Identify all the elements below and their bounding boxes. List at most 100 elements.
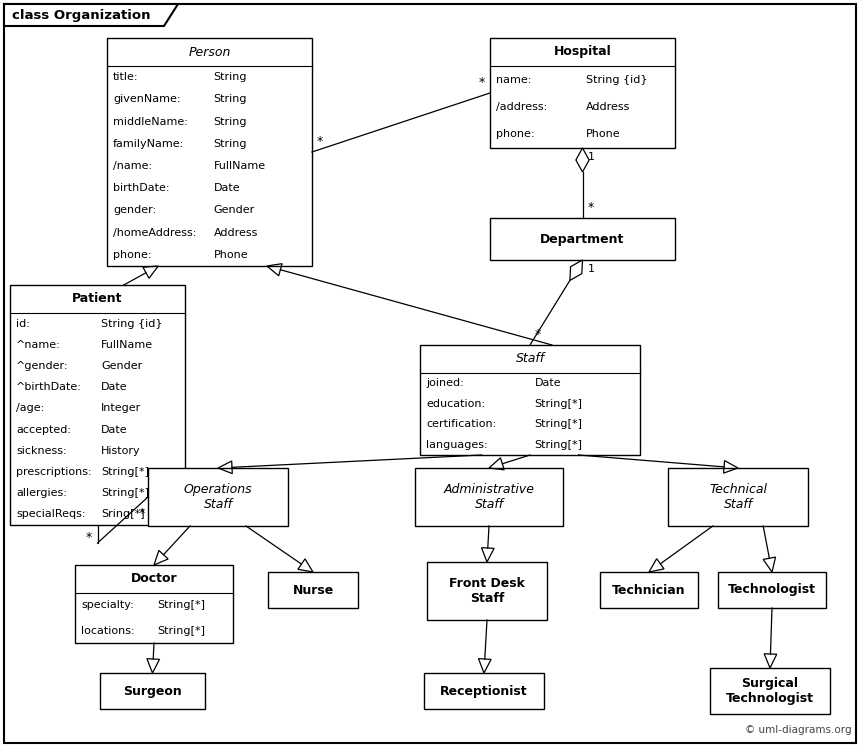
Text: specialty:: specialty:	[81, 601, 134, 610]
Bar	[424, 673, 544, 709]
Text: *: *	[317, 135, 323, 148]
Text: Date: Date	[213, 183, 240, 193]
Text: String[*]: String[*]	[157, 625, 206, 636]
Text: Sring[*]: Sring[*]	[101, 509, 144, 519]
Text: givenName:: givenName:	[113, 94, 181, 105]
Text: Hospital: Hospital	[554, 46, 611, 58]
Text: FullName: FullName	[101, 340, 153, 350]
Text: Address: Address	[213, 228, 258, 238]
Text: ^gender:: ^gender:	[16, 361, 69, 371]
Bar	[600, 572, 698, 608]
Bar	[490, 38, 675, 148]
Text: accepted:: accepted:	[16, 424, 71, 435]
Text: /age:: /age:	[16, 403, 44, 413]
Text: History: History	[101, 446, 141, 456]
Bar	[100, 673, 205, 709]
Text: String: String	[213, 72, 247, 82]
Text: ^birthDate:: ^birthDate:	[16, 382, 82, 392]
Text: String: String	[213, 117, 247, 126]
Text: String {id}: String {id}	[101, 319, 163, 329]
Text: Technical
Staff: Technical Staff	[709, 483, 767, 511]
Text: Operations
Staff: Operations Staff	[184, 483, 252, 511]
Text: String[*]: String[*]	[157, 601, 206, 610]
Bar	[107, 38, 312, 266]
Text: joined:: joined:	[426, 378, 464, 388]
Text: phone:: phone:	[113, 250, 151, 260]
Text: Technician: Technician	[612, 583, 685, 597]
Text: FullName: FullName	[213, 161, 266, 171]
Text: Surgeon: Surgeon	[123, 684, 181, 698]
Bar	[490, 218, 675, 260]
Text: sickness:: sickness:	[16, 446, 66, 456]
Text: 1: 1	[587, 152, 594, 162]
Text: /homeAddress:: /homeAddress:	[113, 228, 196, 238]
Text: 1: 1	[587, 264, 594, 274]
Text: name:: name:	[496, 75, 531, 84]
Bar	[710, 668, 830, 714]
Text: Department: Department	[540, 232, 624, 246]
Text: Administrative
Staff: Administrative Staff	[444, 483, 535, 511]
Text: prescriptions:: prescriptions:	[16, 467, 92, 477]
Bar	[718, 572, 826, 608]
Text: String[*]: String[*]	[534, 440, 582, 450]
Text: certification:: certification:	[426, 419, 496, 430]
Text: *: *	[535, 328, 541, 341]
Text: class Organization: class Organization	[12, 8, 150, 22]
Text: String[*]: String[*]	[101, 489, 149, 498]
Text: Date: Date	[534, 378, 561, 388]
Text: Technologist: Technologist	[728, 583, 816, 597]
Text: Address: Address	[587, 102, 630, 112]
Text: Person: Person	[188, 46, 230, 58]
Bar	[268, 572, 358, 608]
Text: Gender: Gender	[101, 361, 142, 371]
Text: title:: title:	[113, 72, 138, 82]
Text: Phone: Phone	[587, 129, 621, 140]
Bar	[420, 345, 640, 455]
Text: String: String	[213, 139, 247, 149]
Text: String[*]: String[*]	[101, 467, 149, 477]
Text: phone:: phone:	[496, 129, 535, 140]
Text: education:: education:	[426, 399, 485, 409]
Text: String {id}: String {id}	[587, 75, 648, 84]
Text: /address:: /address:	[496, 102, 547, 112]
Text: Integer: Integer	[101, 403, 141, 413]
Text: birthDate:: birthDate:	[113, 183, 169, 193]
Text: Gender: Gender	[213, 205, 255, 215]
Text: *: *	[138, 507, 145, 520]
Bar	[148, 468, 288, 526]
Bar	[415, 468, 563, 526]
Text: locations:: locations:	[81, 625, 135, 636]
Text: gender:: gender:	[113, 205, 157, 215]
Text: *: *	[85, 531, 91, 544]
Text: Nurse: Nurse	[292, 583, 334, 597]
Text: specialReqs:: specialReqs:	[16, 509, 85, 519]
Text: String[*]: String[*]	[534, 419, 582, 430]
Text: Front Desk
Staff: Front Desk Staff	[449, 577, 525, 605]
Text: Patient: Patient	[72, 293, 123, 306]
Text: Phone: Phone	[213, 250, 249, 260]
Text: Date: Date	[101, 424, 127, 435]
Text: Staff: Staff	[515, 353, 544, 365]
Polygon shape	[576, 148, 589, 172]
Polygon shape	[570, 260, 582, 280]
Bar	[427, 562, 547, 620]
Text: id:: id:	[16, 319, 30, 329]
Text: middleName:: middleName:	[113, 117, 187, 126]
Text: *: *	[587, 201, 593, 214]
Text: familyName:: familyName:	[113, 139, 184, 149]
Text: String[*]: String[*]	[534, 399, 582, 409]
Bar	[668, 468, 808, 526]
Text: Surgical
Technologist: Surgical Technologist	[726, 677, 814, 705]
Text: ^name:: ^name:	[16, 340, 61, 350]
Text: Date: Date	[101, 382, 127, 392]
Polygon shape	[4, 4, 178, 26]
Text: © uml-diagrams.org: © uml-diagrams.org	[746, 725, 852, 735]
Text: String: String	[213, 94, 247, 105]
Bar	[75, 565, 233, 643]
Bar	[10, 285, 185, 525]
Text: languages:: languages:	[426, 440, 488, 450]
Text: Receptionist: Receptionist	[440, 684, 528, 698]
Text: *: *	[479, 76, 485, 89]
Text: /name:: /name:	[113, 161, 152, 171]
Text: allergies:: allergies:	[16, 489, 67, 498]
